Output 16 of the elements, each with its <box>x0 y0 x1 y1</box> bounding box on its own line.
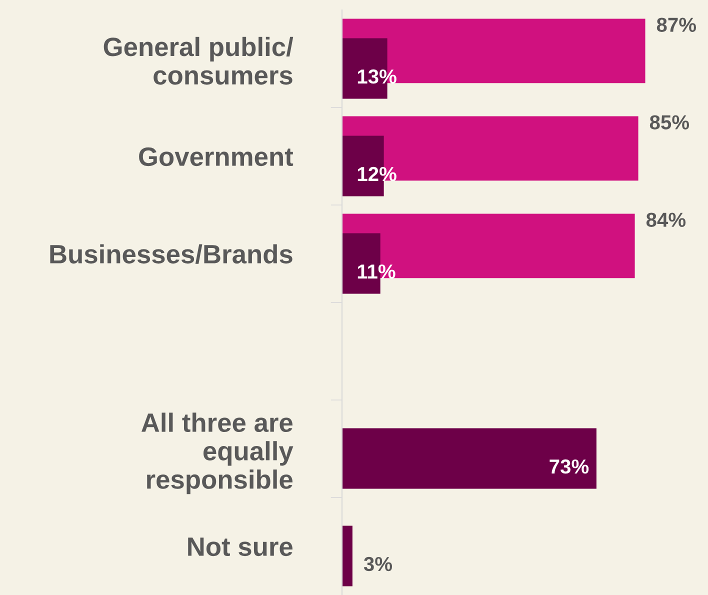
y-tick-label: All three are equally responsible <box>142 412 294 494</box>
bar <box>342 428 596 489</box>
data-label: 3% <box>364 556 392 572</box>
y-tick-label: Businesses/Brands <box>50 244 292 264</box>
data-label: 87% <box>656 18 696 32</box>
data-label: 11% <box>358 264 396 279</box>
data-label: 12% <box>358 166 396 182</box>
bar <box>342 526 352 586</box>
data-label: 13% <box>358 69 396 84</box>
y-tick-label: Government <box>139 147 294 166</box>
data-label: 85% <box>650 115 690 130</box>
y-tick-label: General public/ consumers <box>104 36 294 85</box>
data-label: 73% <box>550 459 589 474</box>
y-tick-label: Not sure <box>188 538 292 556</box>
bar <box>342 214 635 278</box>
data-label: 84% <box>646 212 686 227</box>
